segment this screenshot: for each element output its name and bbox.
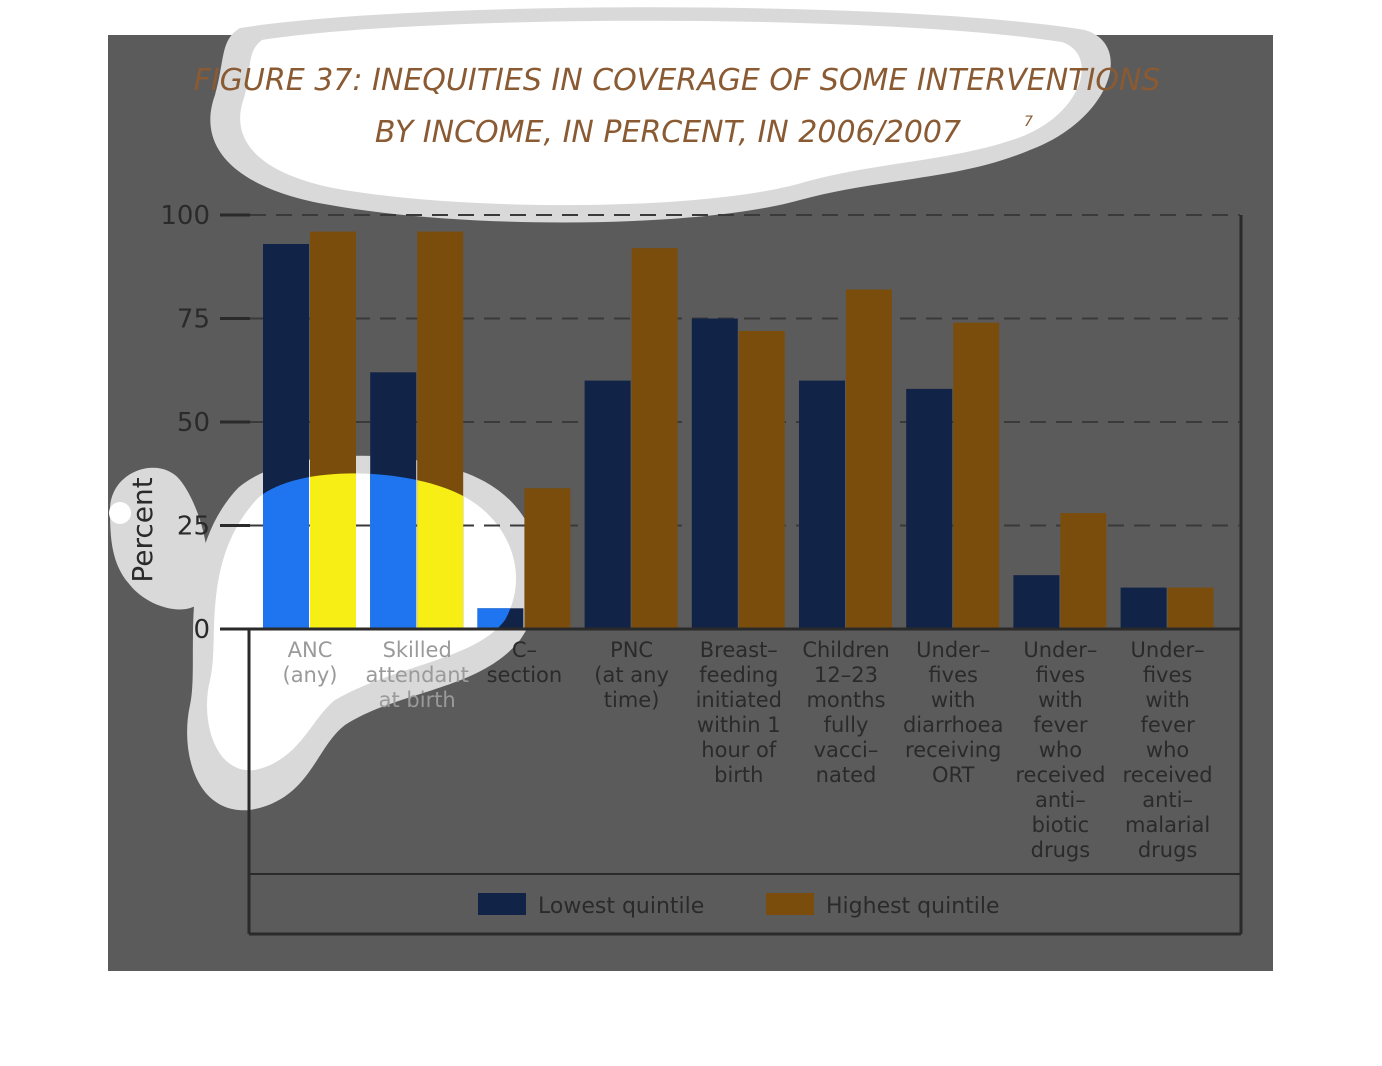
bar-highest-3	[631, 248, 678, 629]
x-category-label-line: months	[806, 688, 885, 712]
x-category-label-line: who	[1146, 738, 1189, 762]
x-category-label-line: fever	[1033, 713, 1088, 737]
x-category-label-line: initiated	[696, 688, 782, 712]
figure-title-superscript: 7	[1024, 114, 1033, 130]
x-category-label-line: fives	[928, 663, 978, 687]
x-category-label-line: received	[1123, 763, 1213, 787]
y-tick-label: 25	[177, 512, 210, 542]
x-category-label-line: Under–	[916, 638, 990, 662]
x-category-label-line: birth	[714, 763, 763, 787]
x-category-label-line: Under–	[1023, 638, 1097, 662]
x-category-label-2: C– section	[487, 638, 563, 687]
x-category-label-line: (any)	[283, 663, 338, 687]
x-category-label-line: at birth	[379, 688, 456, 712]
legend-label-lowest: Lowest quintile	[538, 894, 704, 919]
x-category-label-line: fives	[1036, 663, 1086, 687]
bar-lowest-5	[799, 380, 845, 629]
x-category-label-line: (at any	[594, 663, 669, 687]
x-category-label-line: with	[1038, 688, 1083, 712]
x-category-label-line: who	[1039, 738, 1082, 762]
y-axis-ticks: 100 75 50 25 0	[160, 201, 250, 645]
figure-title-line-2: BY INCOME, IN PERCENT, IN 2006/2007	[375, 115, 961, 150]
bar-highest-2	[524, 488, 571, 629]
bar-highlight-lowest-0	[263, 473, 309, 630]
x-category-label-7: Under– fives with fever who received anti– biot…	[1015, 638, 1105, 862]
y-tick-label: 75	[177, 305, 210, 335]
x-category-label-5: Children 12–23 months fully vacci– nated	[802, 638, 889, 787]
x-category-label-line: fever	[1140, 713, 1195, 737]
bar-highest-7	[1060, 513, 1107, 629]
x-category-label-line: received	[1015, 763, 1105, 787]
bar-lowest-7	[1013, 575, 1060, 629]
bar-highlight-highest-0	[310, 473, 356, 629]
x-category-label-line: fully	[824, 713, 869, 737]
x-category-label-line: anti–	[1035, 788, 1086, 812]
x-category-label-line: receiving	[905, 738, 1001, 762]
x-category-label-line: with	[1145, 688, 1190, 712]
x-category-label-line: vacci–	[814, 738, 879, 762]
x-category-label-line: ANC	[288, 638, 333, 662]
bar-highest-8	[1167, 587, 1214, 629]
bar-lowest-4	[691, 318, 738, 629]
bar-highest-4	[738, 330, 785, 629]
x-category-label-line: nated	[816, 763, 877, 787]
x-category-label-line: C–	[512, 638, 537, 662]
x-category-label-line: anti–	[1142, 788, 1193, 812]
highlighted-bars	[263, 473, 517, 630]
x-category-label-line: feeding	[699, 663, 778, 687]
y-tick-label: 50	[177, 408, 210, 438]
highlight-dot	[109, 502, 131, 524]
legend-swatch-highest	[766, 893, 814, 915]
x-category-label-line: drugs	[1138, 838, 1198, 862]
x-category-label-3: PNC (at any time)	[594, 638, 669, 712]
x-category-label-line: time)	[604, 688, 660, 712]
x-category-label-line: Breast–	[700, 638, 778, 662]
x-category-label-line: Under–	[1131, 638, 1205, 662]
percent-label-bubble	[110, 467, 209, 610]
legend-swatch-lowest	[478, 893, 526, 915]
x-category-label-line: ORT	[932, 763, 975, 787]
bar-lowest-8	[1120, 587, 1167, 629]
x-category-label-line: 12–23	[814, 663, 878, 687]
title-highlight	[240, 20, 1082, 206]
y-tick-label: 0	[193, 615, 210, 645]
x-category-label-4: Breast– feeding initiated within 1 hour of bi…	[696, 638, 782, 787]
x-category-label-line: Skilled	[383, 638, 452, 662]
x-category-label-line: attendant	[366, 663, 469, 687]
x-category-label-line: Children	[802, 638, 889, 662]
legend: Lowest quintile Highest quintile	[478, 893, 1000, 919]
x-category-label-line: diarrhoea	[903, 713, 1004, 737]
legend-label-highest: Highest quintile	[826, 894, 1000, 919]
bar-highest-5	[846, 289, 892, 629]
bar-lowest-3	[584, 380, 631, 629]
bar-highest-6	[953, 322, 1000, 629]
x-category-label-6: Under– fives with diarrhoea receiving ORT	[903, 638, 1004, 787]
x-category-label-line: biotic	[1032, 813, 1090, 837]
x-category-label-line: malarial	[1125, 813, 1210, 837]
x-category-label-0: ANC (any)	[283, 638, 338, 687]
bar-highlight-lowest-1	[370, 473, 417, 629]
x-category-label-line: with	[931, 688, 976, 712]
x-category-label-line: PNC	[610, 638, 653, 662]
x-category-label-1: Skilled attendant at birth	[366, 638, 469, 712]
figure-title-line-1: FIGURE 37: INEQUITIES IN COVERAGE OF SOM…	[194, 63, 1161, 98]
x-category-label-line: hour of	[701, 738, 777, 762]
bar-lowest-6	[906, 388, 953, 629]
x-category-label-line: fives	[1143, 663, 1193, 687]
x-category-label-line: section	[487, 663, 563, 687]
x-category-label-line: within 1	[697, 713, 781, 737]
bar-highlight-highest-1	[417, 473, 464, 629]
x-category-label-8: Under– fives with fever who received anti– mala…	[1123, 638, 1213, 862]
x-category-label-line: drugs	[1031, 838, 1091, 862]
y-axis-label: Percent	[126, 477, 159, 582]
y-tick-label: 100	[160, 201, 210, 231]
x-axis-category-labels: ANC (any) Skilled attendant at birth C– sectio…	[283, 638, 1213, 862]
